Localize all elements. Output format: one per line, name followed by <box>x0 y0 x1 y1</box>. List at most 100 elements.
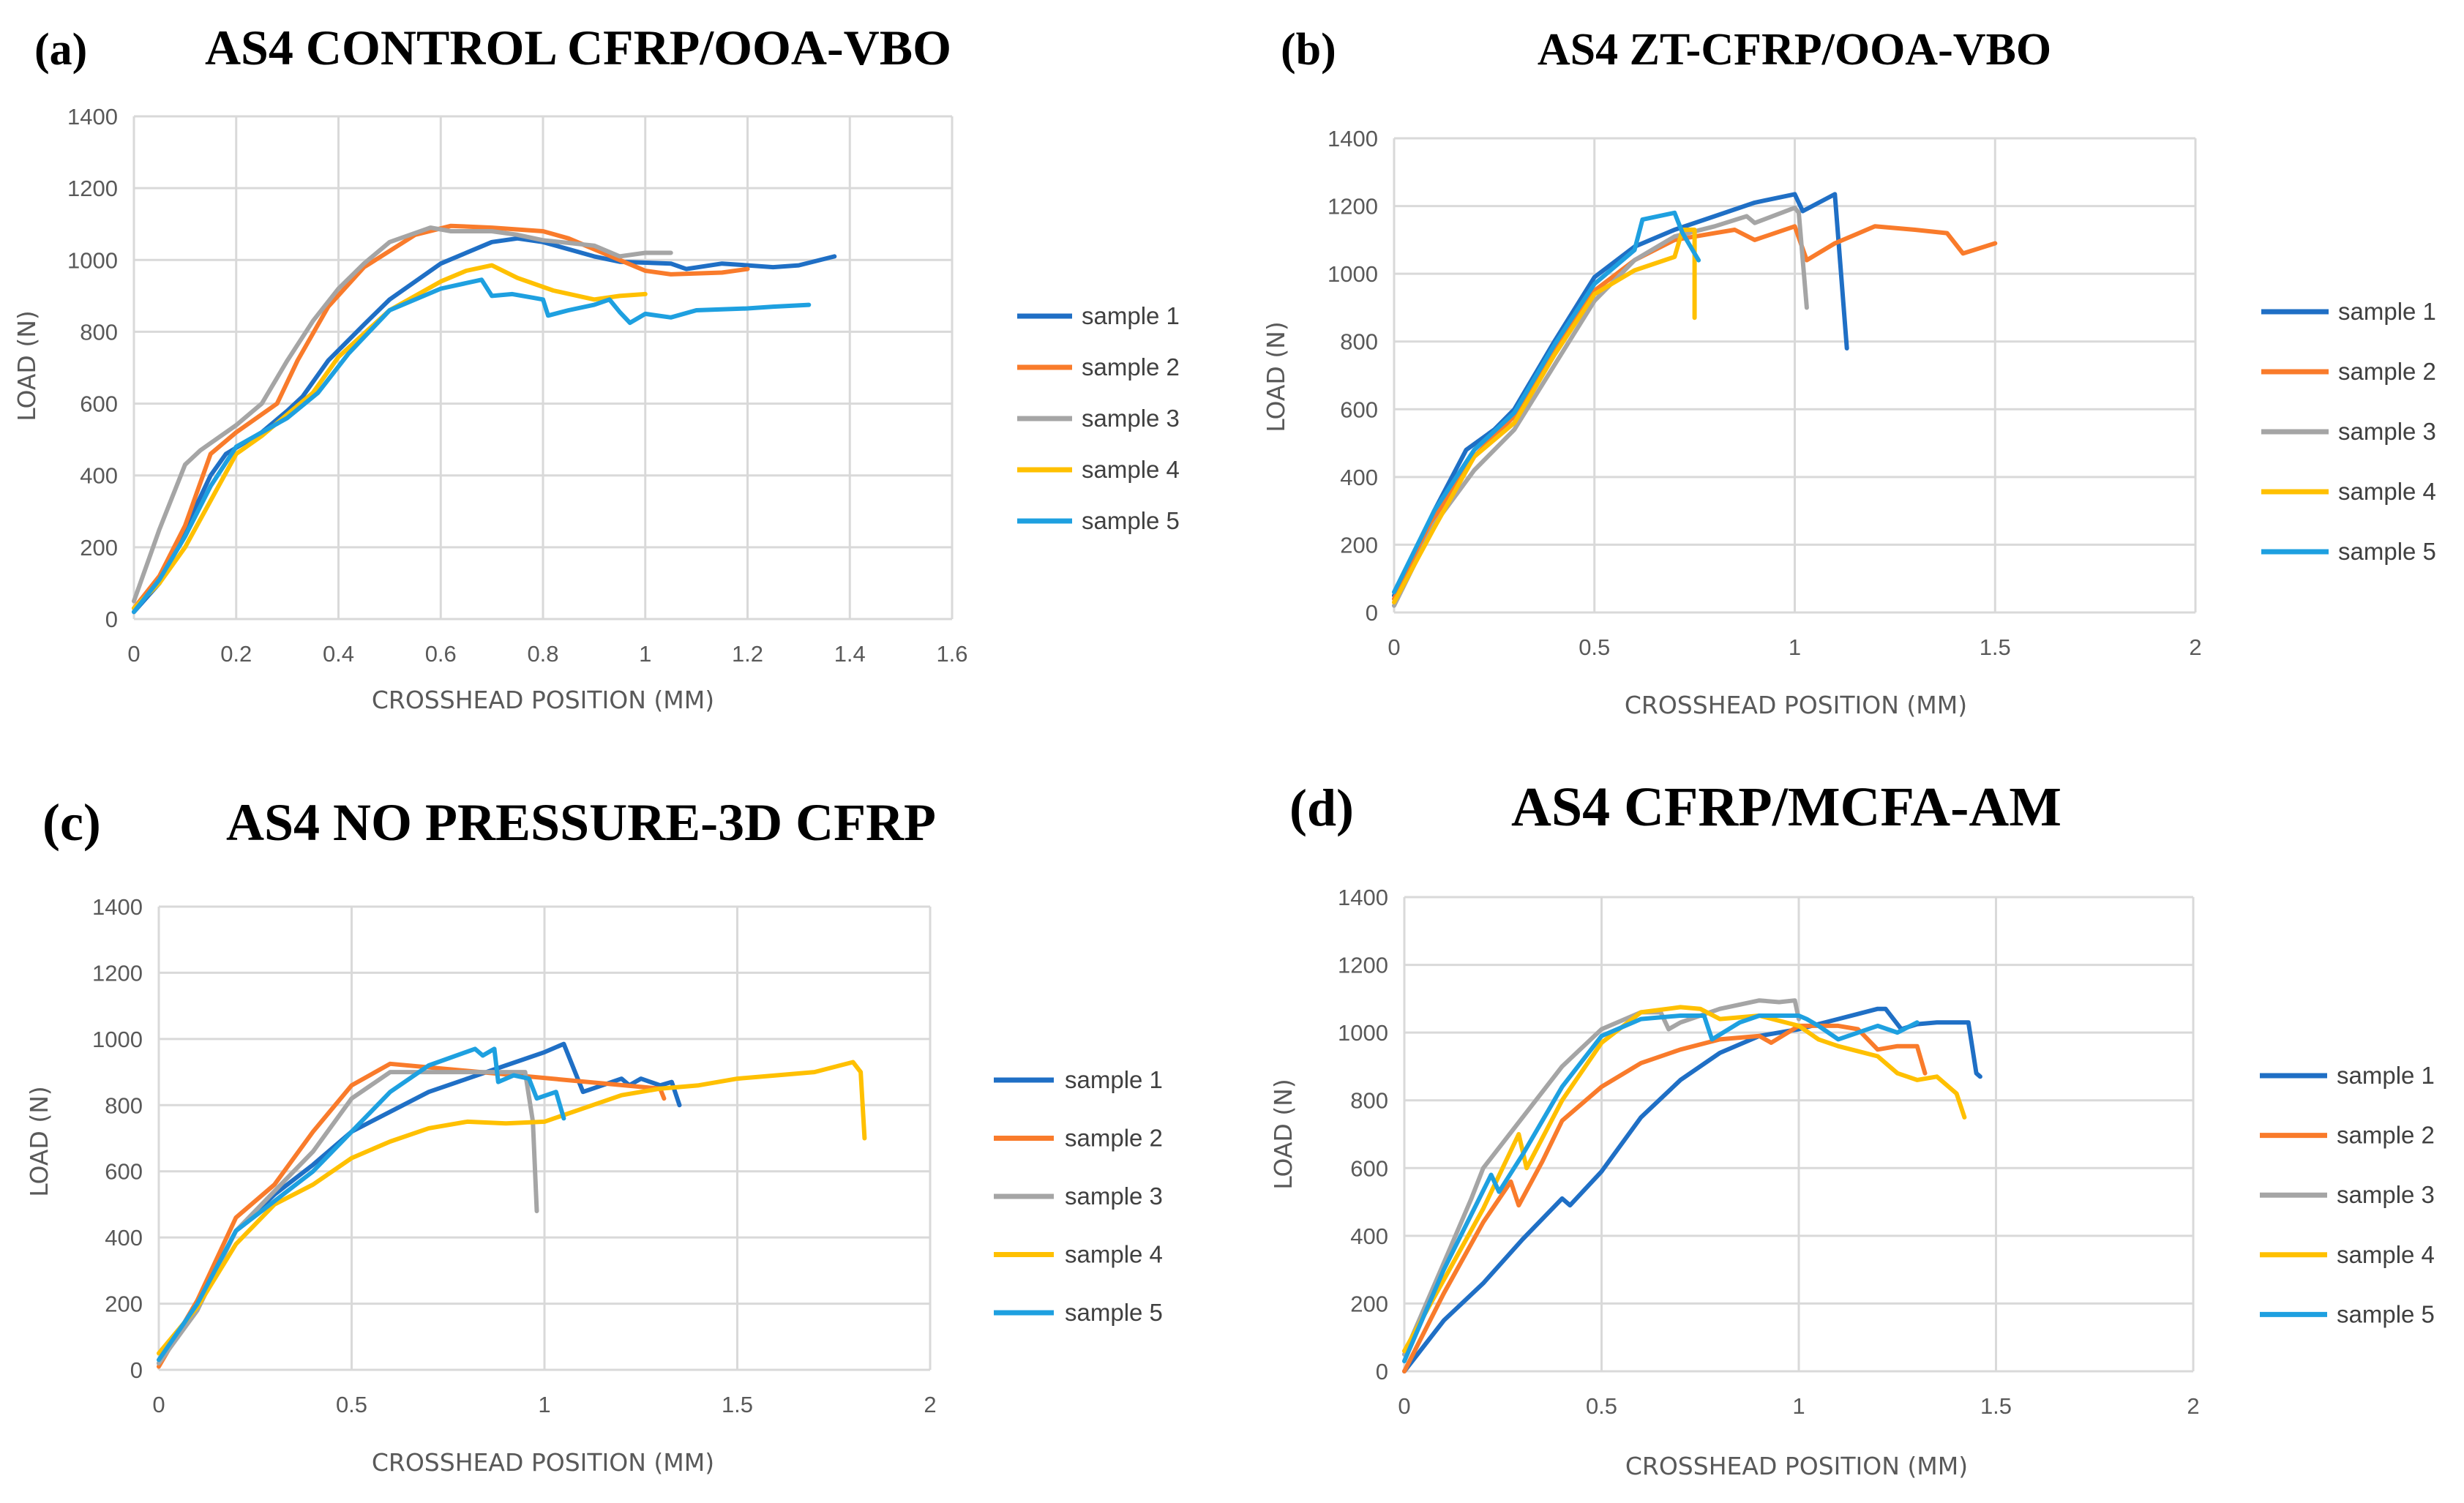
x-tick-label: 1.6 <box>936 641 967 667</box>
y-axis-title: LOAD (N) <box>12 310 41 421</box>
y-tick-label: 1200 <box>92 960 143 986</box>
y-axis-title: LOAD (N) <box>1262 321 1290 432</box>
panel-label: (c) <box>42 793 101 852</box>
y-tick-label: 800 <box>80 319 118 345</box>
x-tick-label: 0 <box>152 1392 165 1417</box>
legend-label-sample-3: sample 3 <box>2337 1181 2435 1208</box>
x-axis-title: CROSSHEAD POSITION (MM) <box>1625 691 1967 719</box>
x-tick-label: 1.4 <box>834 641 866 667</box>
x-tick-label: 1 <box>1792 1393 1805 1419</box>
x-tick-label: 2 <box>2187 1393 2199 1419</box>
series-line-sample-3 <box>157 1070 539 1365</box>
y-tick-label: 800 <box>105 1092 143 1118</box>
legend-label-sample-2: sample 2 <box>1082 353 1180 381</box>
legend-label-sample-1: sample 1 <box>1082 302 1180 329</box>
x-tick-label: 0.6 <box>425 641 457 667</box>
legend-label-sample-4: sample 4 <box>1082 456 1180 483</box>
x-axis-title: CROSSHEAD POSITION (MM) <box>372 1448 714 1477</box>
x-tick-label: 2 <box>2189 634 2201 660</box>
legend-label-sample-5: sample 5 <box>1065 1299 1163 1326</box>
panel-label: (a) <box>34 25 87 75</box>
y-tick-label: 600 <box>1350 1155 1388 1181</box>
series-line-sample-2 <box>1402 1023 1928 1373</box>
chart-title: AS4 ZT-CFRP/OOA-VBO <box>1538 25 2051 75</box>
legend-label-sample-3: sample 3 <box>1065 1182 1163 1210</box>
y-tick-label: 1000 <box>92 1027 143 1052</box>
legend-label-sample-3: sample 3 <box>2338 418 2436 445</box>
y-tick-label: 1200 <box>1328 194 1378 220</box>
series-line-sample-4 <box>1392 228 1697 605</box>
y-tick-label: 1000 <box>1328 261 1378 287</box>
y-axis-title: LOAD (N) <box>25 1086 53 1197</box>
x-tick-label: 1 <box>538 1392 550 1417</box>
y-tick-label: 0 <box>105 607 118 632</box>
x-tick-label: 1 <box>639 641 651 667</box>
chart-title: AS4 NO PRESSURE-3D CFRP <box>226 793 936 852</box>
y-tick-label: 800 <box>1350 1088 1388 1114</box>
x-axis-title: CROSSHEAD POSITION (MM) <box>372 686 714 714</box>
chart-title: AS4 CONTROL CFRP/OOA-VBO <box>205 20 951 75</box>
y-tick-label: 400 <box>1350 1223 1388 1249</box>
chart-panel-c: (c) AS4 NO PRESSURE-3D CFRP 0 200 400 600 800 1… <box>25 793 1163 1477</box>
y-tick-label: 400 <box>105 1225 143 1251</box>
legend-label-sample-2: sample 2 <box>1065 1125 1163 1152</box>
legend-label-sample-2: sample 2 <box>2338 358 2436 385</box>
x-tick-label: 0 <box>1388 634 1400 660</box>
y-tick-label: 600 <box>80 391 118 417</box>
y-tick-label: 1400 <box>1328 126 1378 151</box>
legend-label-sample-4: sample 4 <box>1065 1241 1163 1268</box>
panel-label: (b) <box>1281 25 1336 75</box>
panel-label: (d) <box>1289 779 1354 837</box>
y-tick-label: 1000 <box>1338 1020 1388 1046</box>
legend-label-sample-4: sample 4 <box>2338 478 2436 505</box>
x-tick-label: 0.2 <box>220 641 252 667</box>
x-tick-label: 1.2 <box>732 641 763 667</box>
series-line-sample-1 <box>132 236 837 615</box>
x-tick-label: 0.5 <box>1579 634 1610 660</box>
y-tick-label: 200 <box>105 1292 143 1317</box>
legend-label-sample-1: sample 1 <box>1065 1066 1163 1093</box>
y-axis-title: LOAD (N) <box>1269 1079 1297 1190</box>
chart-title: AS4 CFRP/MCFA-AM <box>1511 776 2062 838</box>
legend-label-sample-3: sample 3 <box>1082 405 1180 432</box>
series-line-sample-4 <box>1402 1005 1967 1354</box>
y-tick-label: 400 <box>80 463 118 489</box>
x-tick-label: 2 <box>924 1392 936 1417</box>
y-tick-label: 400 <box>1340 465 1378 490</box>
x-tick-label: 0.5 <box>1586 1393 1617 1419</box>
series-line-sample-5 <box>132 277 812 615</box>
chart-panel-b: (b) AS4 ZT-CFRP/OOA-VBO 0 200 400 600 800 1000 1… <box>1262 25 2436 719</box>
x-tick-label: 1.5 <box>1980 1393 2012 1419</box>
y-tick-label: 1200 <box>1338 953 1388 978</box>
x-tick-label: 1.5 <box>722 1392 753 1417</box>
y-tick-label: 200 <box>80 535 118 561</box>
series-line-sample-3 <box>1392 205 1809 608</box>
x-tick-label: 0.5 <box>336 1392 367 1417</box>
x-tick-label: 0.8 <box>527 641 558 667</box>
series-line-sample-1 <box>1392 192 1849 598</box>
legend-label-sample-2: sample 2 <box>2337 1122 2435 1149</box>
x-tick-label: 1 <box>1789 634 1801 660</box>
x-tick-label: 0 <box>1398 1393 1410 1419</box>
y-tick-label: 200 <box>1350 1291 1388 1316</box>
series-line-sample-5 <box>157 1046 566 1363</box>
series-line-sample-3 <box>132 225 673 604</box>
y-tick-label: 1400 <box>92 894 143 920</box>
series-line-sample-2 <box>1392 224 1998 601</box>
x-tick-label: 1.5 <box>1980 634 2011 660</box>
series-line-sample-4 <box>157 1060 867 1356</box>
legend-label-sample-1: sample 1 <box>2338 298 2436 325</box>
y-tick-label: 1200 <box>67 176 118 201</box>
series-line-sample-5 <box>1392 210 1701 595</box>
legend-label-sample-5: sample 5 <box>2338 538 2436 565</box>
legend-label-sample-5: sample 5 <box>1082 507 1180 534</box>
series-line-sample-1 <box>157 1041 682 1365</box>
x-tick-label: 0.4 <box>323 641 354 667</box>
y-tick-label: 800 <box>1340 329 1378 355</box>
y-tick-label: 1000 <box>67 247 118 273</box>
y-tick-label: 1400 <box>67 104 118 130</box>
series-line-sample-2 <box>157 1061 667 1369</box>
x-axis-title: CROSSHEAD POSITION (MM) <box>1625 1452 1968 1480</box>
y-tick-label: 600 <box>105 1159 143 1185</box>
